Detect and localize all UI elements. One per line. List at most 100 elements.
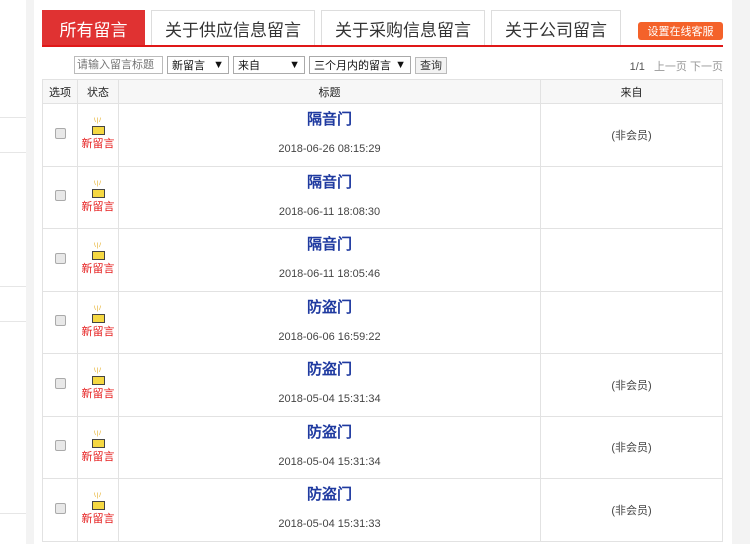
prev-page-link[interactable]: 上一页 (653, 61, 687, 73)
title-cell: 隔音门 2018-06-11 18:08:30 (118, 165, 541, 229)
table-row: \|/ 新留言 隔音门 2018-06-26 08:15:29 (非会员) (42, 103, 723, 167)
next-page-link[interactable]: 下一页 (690, 61, 723, 73)
status-label: 新留言 (81, 138, 115, 151)
message-title[interactable]: 防盗门 (306, 486, 352, 504)
envelope-icon (91, 501, 105, 511)
row-checkbox[interactable] (54, 127, 66, 139)
query-button[interactable]: 查询 (415, 56, 447, 74)
row-checkbox[interactable] (54, 315, 66, 327)
title-cell: 隔音门 2018-06-11 18:05:46 (118, 228, 541, 292)
period-select-value: 三个月内的留言 (314, 60, 391, 72)
row-checkbox[interactable] (54, 190, 66, 202)
message-date: 2018-06-11 18:05:46 (278, 268, 381, 281)
envelope-icon (91, 188, 105, 198)
message-date: 2018-05-04 15:31:34 (278, 455, 381, 468)
filter-bar: 新留言 ▼ 来自 ▼ 三个月内的留言 ▼ 查询 (74, 56, 447, 74)
title-cell: 防盗门 2018-06-06 16:59:22 (118, 290, 541, 354)
status-cell: \|/ 新留言 (77, 415, 119, 479)
message-from: (非会员) (611, 129, 652, 142)
title-cell: 隔音门 2018-06-26 08:15:29 (118, 103, 541, 167)
tab-supply[interactable]: 关于供应信息留言 (151, 10, 315, 46)
status-label: 新留言 (81, 513, 115, 526)
tab-all[interactable]: 所有留言 (42, 10, 145, 46)
message-date: 2018-06-06 16:59:22 (278, 330, 381, 343)
message-title[interactable]: 防盗门 (306, 298, 352, 316)
title-cell: 防盗门 2018-05-04 15:31:33 (118, 478, 541, 542)
status-label: 新留言 (81, 325, 115, 338)
select-cell (42, 353, 78, 417)
from-select[interactable]: 来自 ▼ (233, 56, 305, 74)
status-cell: \|/ 新留言 (77, 103, 119, 167)
col-title: 标题 (118, 79, 541, 104)
envelope-icon (91, 376, 105, 386)
col-status: 状态 (77, 79, 119, 104)
status-cell: \|/ 新留言 (77, 478, 119, 542)
table-row: \|/ 新留言 防盗门 2018-05-04 15:31:34 (非会员) (42, 353, 723, 417)
right-gutter (732, 0, 750, 544)
status-label: 新留言 (81, 200, 115, 213)
new-mail-icon: \|/ (94, 180, 102, 187)
new-mail-icon: \|/ (94, 493, 102, 500)
select-cell (42, 415, 78, 479)
message-date: 2018-06-11 18:08:30 (278, 205, 381, 218)
row-checkbox[interactable] (54, 440, 66, 452)
search-input[interactable] (74, 56, 163, 74)
envelope-icon (91, 126, 105, 136)
from-cell: (非会员) (540, 353, 723, 417)
select-cell (42, 103, 78, 167)
col-from: 来自 (540, 79, 723, 104)
table-row: \|/ 新留言 防盗门 2018-05-04 15:31:33 (非会员) (42, 478, 723, 542)
table-row: \|/ 新留言 隔音门 2018-06-11 18:05:46 (42, 228, 723, 292)
select-cell (42, 228, 78, 292)
new-mail-icon: \|/ (94, 430, 102, 437)
status-label: 新留言 (81, 263, 115, 276)
status-cell: \|/ 新留言 (77, 353, 119, 417)
new-mail-icon: \|/ (94, 118, 102, 125)
status-cell: \|/ 新留言 (77, 165, 119, 229)
title-cell: 防盗门 2018-05-04 15:31:34 (118, 353, 541, 417)
from-cell (540, 165, 723, 229)
from-cell: (非会员) (540, 103, 723, 167)
title-cell: 防盗门 2018-05-04 15:31:34 (118, 415, 541, 479)
dropdown-arrow-icon: ▼ (289, 59, 300, 71)
message-from: (非会员) (611, 442, 652, 455)
set-online-service-button[interactable]: 设置在线客服 (638, 22, 723, 40)
envelope-icon (91, 251, 105, 261)
message-title[interactable]: 隔音门 (306, 236, 352, 254)
left-sidebar (0, 0, 26, 544)
gutter (26, 0, 34, 544)
message-title[interactable]: 隔音门 (306, 173, 352, 191)
pager: 1/1 上一页 下一页 (630, 58, 723, 74)
tab-company[interactable]: 关于公司留言 (491, 10, 621, 46)
status-label: 新留言 (81, 450, 115, 463)
row-checkbox[interactable] (54, 252, 66, 264)
message-title[interactable]: 防盗门 (306, 361, 352, 379)
from-cell (540, 228, 723, 292)
status-select-value: 新留言 (172, 60, 205, 72)
from-cell (540, 290, 723, 354)
tab-underline (42, 45, 723, 47)
period-select[interactable]: 三个月内的留言 ▼ (309, 56, 411, 74)
status-cell: \|/ 新留言 (77, 228, 119, 292)
message-title[interactable]: 隔音门 (306, 111, 352, 129)
tab-bar: 所有留言 关于供应信息留言 关于采购信息留言 关于公司留言 (42, 10, 621, 46)
message-from: (非会员) (611, 504, 652, 517)
col-select: 选项 (42, 79, 78, 104)
status-cell: \|/ 新留言 (77, 290, 119, 354)
from-cell: (非会员) (540, 478, 723, 542)
status-select[interactable]: 新留言 ▼ (167, 56, 229, 74)
row-checkbox[interactable] (54, 502, 66, 514)
message-from: (非会员) (611, 379, 652, 392)
message-title[interactable]: 防盗门 (306, 423, 352, 441)
select-cell (42, 290, 78, 354)
select-cell (42, 165, 78, 229)
dropdown-arrow-icon: ▼ (395, 59, 406, 71)
table-row: \|/ 新留言 防盗门 2018-06-06 16:59:22 (42, 290, 723, 354)
message-date: 2018-05-04 15:31:33 (278, 518, 381, 531)
tab-purchase[interactable]: 关于采购信息留言 (321, 10, 485, 46)
select-cell (42, 478, 78, 542)
envelope-icon (91, 438, 105, 448)
table-row: \|/ 新留言 隔音门 2018-06-11 18:08:30 (42, 165, 723, 229)
status-label: 新留言 (81, 388, 115, 401)
row-checkbox[interactable] (54, 377, 66, 389)
